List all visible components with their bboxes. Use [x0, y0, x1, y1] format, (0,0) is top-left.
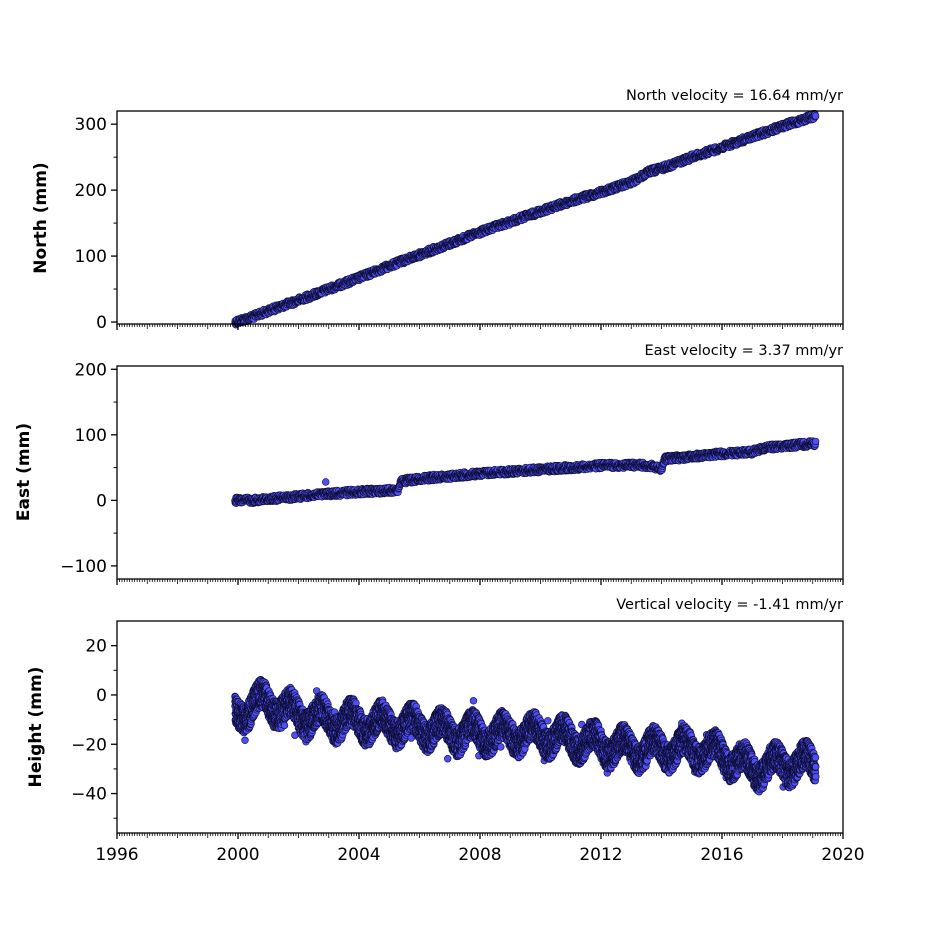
east-data-points — [231, 437, 820, 507]
east-panel: East velocity = 3.37 mm/yr East (mm) −10… — [14, 343, 844, 585]
north-data-points — [231, 109, 820, 329]
y-tick-label: −100 — [60, 557, 107, 577]
north-axis-label: North (mm) — [31, 162, 51, 273]
data-point — [280, 721, 289, 730]
y-tick-label: 100 — [75, 247, 107, 267]
y-tick-label: 0 — [96, 313, 107, 333]
height-panel: Vertical velocity = -1.41 mm/yr Height (… — [26, 597, 865, 865]
data-point — [811, 437, 820, 446]
north-velocity-label: North velocity = 16.64 mm/yr — [626, 88, 843, 104]
y-tick-label: 100 — [75, 426, 107, 446]
y-tick-label: 200 — [75, 181, 107, 201]
east-velocity-label: East velocity = 3.37 mm/yr — [644, 343, 843, 359]
height-axis-label: Height (mm) — [26, 667, 46, 788]
y-tick-label: 300 — [75, 115, 107, 135]
y-tick-label: 0 — [96, 491, 107, 511]
east-axis-label: East (mm) — [14, 423, 34, 521]
north-panel: North velocity = 16.64 mm/yr North (mm) … — [31, 88, 844, 333]
outlier-point — [322, 478, 330, 486]
data-point — [811, 112, 820, 120]
height-data-points — [231, 675, 820, 796]
vertical-velocity-label: Vertical velocity = -1.41 mm/yr — [616, 597, 843, 613]
data-point — [241, 736, 249, 744]
y-tick-label: 200 — [75, 360, 107, 380]
